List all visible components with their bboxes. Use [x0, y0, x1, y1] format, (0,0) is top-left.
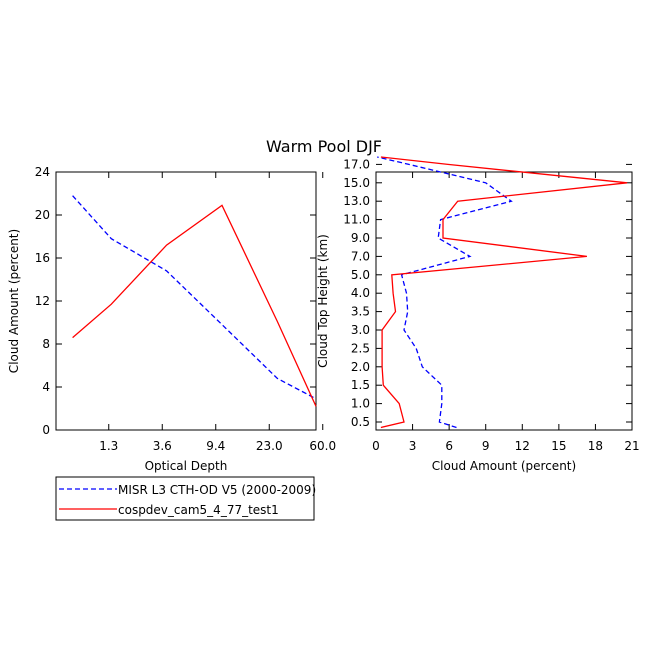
- legend: MISR L3 CTH-OD V5 (2000-2009) cospdev_ca…: [55, 476, 316, 521]
- left-y-ticks: 0 4 8 12 16 20 24: [35, 165, 316, 437]
- right-x-tick-label: 21: [624, 439, 639, 453]
- right-series-cosp-line: [380, 156, 628, 429]
- right-x-tick-label: 15: [551, 439, 566, 453]
- right-y-ticks: 0.5 1.0 1.5 2.0 2.5 3.0 3.5 4.0 5.0 7.0 9.0 11.0 13.…: [343, 157, 632, 429]
- right-plot-frame: [375, 171, 633, 431]
- right-x-tick-label: 6: [445, 439, 453, 453]
- right-y-tick-label: 1.5: [351, 378, 370, 392]
- right-y-tick-label: 1.0: [351, 397, 370, 411]
- legend-box: [55, 476, 315, 521]
- legend-label-misr: MISR L3 CTH-OD V5 (2000-2009): [118, 483, 316, 497]
- right-x-tick-label: 0: [372, 439, 380, 453]
- right-y-tick-label: 4.0: [351, 286, 370, 300]
- right-x-tick-label: 9: [482, 439, 490, 453]
- left-y-tick-label: 24: [35, 165, 50, 179]
- right-y-tick-label: 7.0: [351, 249, 370, 263]
- left-y-tick-label: 4: [42, 380, 50, 394]
- chart-title: Warm Pool DJF: [266, 137, 382, 156]
- right-y-tick-label: 0.5: [351, 415, 370, 429]
- right-y-tick-label: 9.0: [351, 231, 370, 245]
- right-y-tick-label: 11.0: [343, 213, 370, 227]
- left-y-axis-label: Cloud Amount (percent): [7, 229, 21, 373]
- right-y-axis-label: Cloud Top Height (km): [316, 234, 330, 368]
- right-x-ticks: 0 3 6 9 12 15 18 21: [372, 172, 640, 453]
- left-x-tick-label: 1.3: [99, 439, 118, 453]
- left-x-axis-label: Optical Depth: [145, 459, 228, 473]
- right-y-tick-label: 2.5: [351, 341, 370, 355]
- left-series: [72, 195, 317, 407]
- right-y-tick-label: 13.0: [343, 194, 370, 208]
- left-y-tick-label: 20: [35, 208, 50, 222]
- left-y-tick-label: 0: [42, 423, 50, 437]
- left-x-tick-label: 9.4: [206, 439, 225, 453]
- right-x-tick-label: 18: [588, 439, 603, 453]
- left-plot-frame: [55, 171, 317, 431]
- left-series-misr-line: [72, 195, 317, 400]
- right-series-misr-line: [377, 156, 513, 429]
- left-series-cosp-line: [72, 204, 317, 407]
- left-x-tick-label: 3.6: [153, 439, 172, 453]
- left-x-tick-label: 60.0: [309, 439, 336, 453]
- right-y-tick-label: 2.0: [351, 360, 370, 374]
- right-y-tick-label: 15.0: [343, 176, 370, 190]
- left-x-ticks: 1.3 3.6 9.4 23.0 60.0: [99, 172, 336, 453]
- right-series: [377, 156, 628, 429]
- left-y-tick-label: 12: [35, 294, 50, 308]
- right-y-tick-label: 17.0: [343, 157, 370, 171]
- left-y-tick-label: 16: [35, 251, 50, 265]
- right-y-tick-label: 5.0: [351, 268, 370, 282]
- right-y-tick-label: 3.5: [351, 305, 370, 319]
- left-panel: 1.3 3.6 9.4 23.0 60.0 0 4 8 12 16 20 24 Optical De…: [7, 165, 336, 473]
- right-panel: 0 3 6 9 12 15 18 21 0.5 1.0 1.5 2.0 2.5 3.0 3.5 4.0 5.0…: [316, 156, 640, 473]
- right-y-tick-label: 3.0: [351, 323, 370, 337]
- right-x-tick-label: 3: [409, 439, 417, 453]
- right-x-axis-label: Cloud Amount (percent): [432, 459, 576, 473]
- left-x-tick-label: 23.0: [256, 439, 283, 453]
- left-y-tick-label: 8: [42, 337, 50, 351]
- legend-label-cosp: cospdev_cam5_4_77_test1: [118, 503, 279, 517]
- right-x-tick-label: 12: [515, 439, 530, 453]
